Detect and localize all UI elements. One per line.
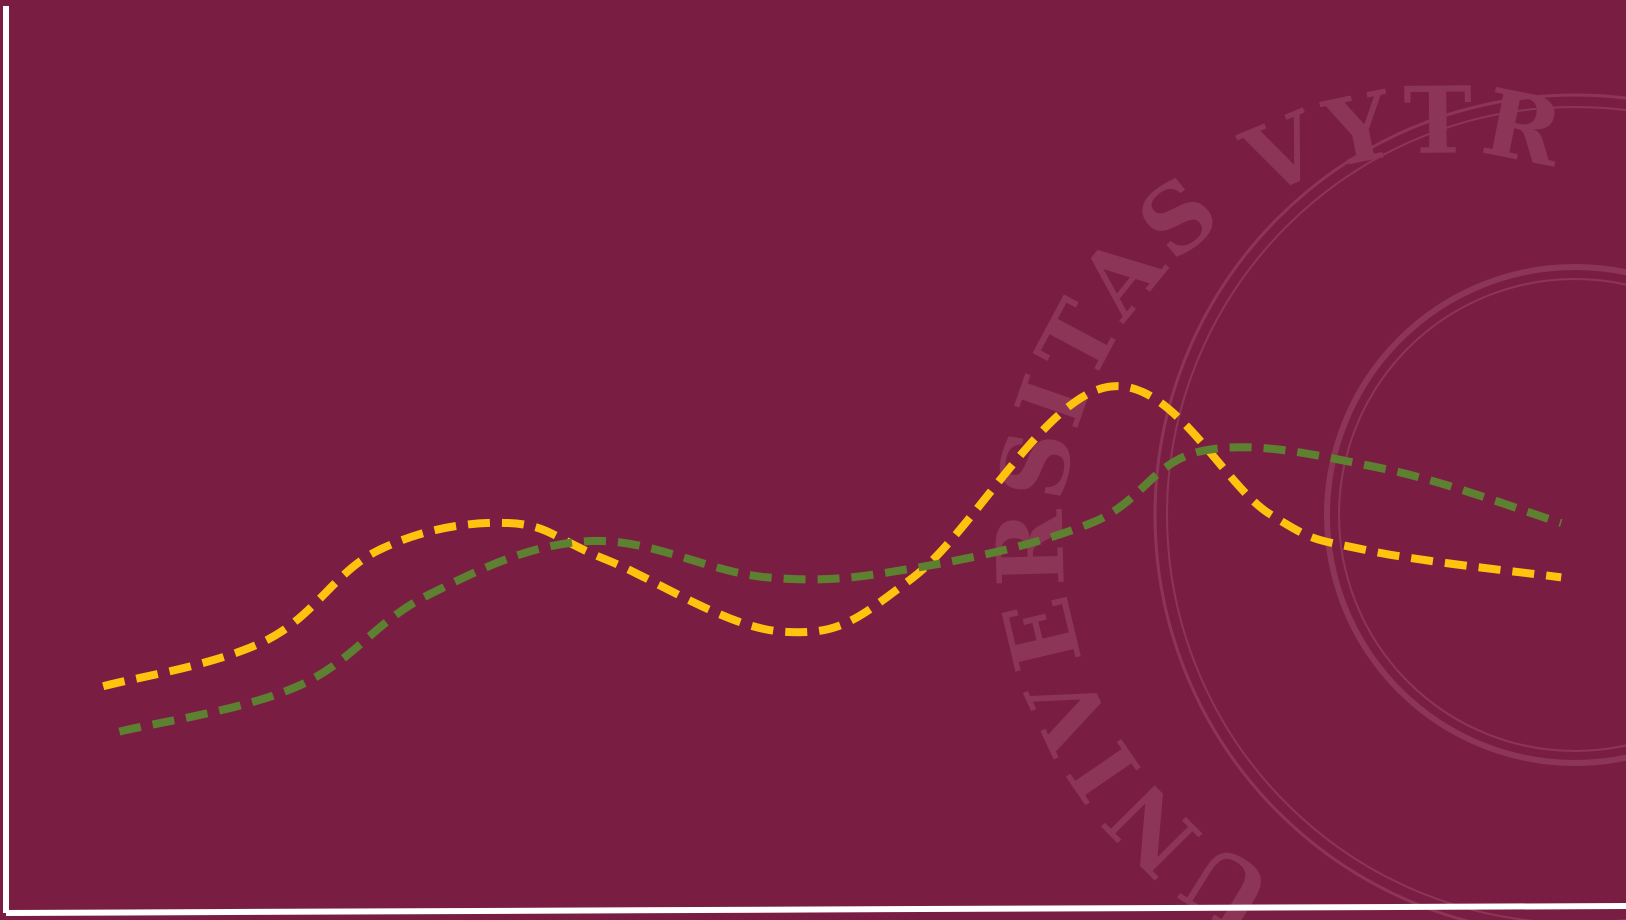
x-axis-line [5, 903, 1626, 916]
seal-inner-ring-line [1338, 278, 1626, 752]
series-line-1 [102, 382, 1562, 691]
seal-outer-ring [1153, 93, 1626, 920]
seal-outer-ring-inner-line [1166, 106, 1626, 920]
seal-inner-ring [1324, 264, 1626, 766]
series-layer [102, 382, 1563, 736]
